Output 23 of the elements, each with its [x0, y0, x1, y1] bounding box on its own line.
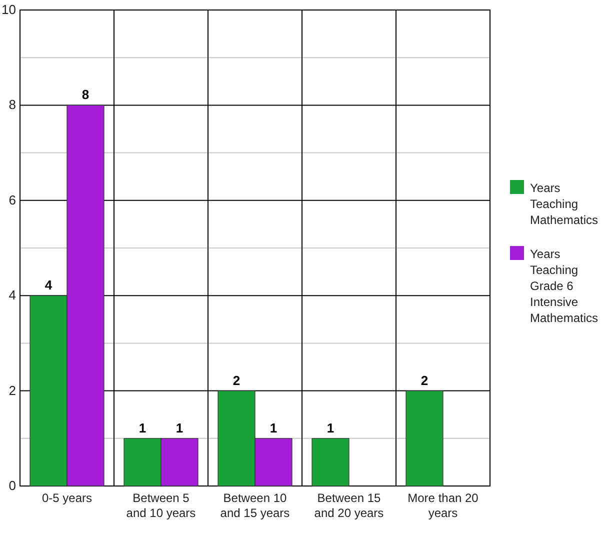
x-tick-label: Between 5 and 10 years — [126, 491, 196, 520]
legend-label: Years Teaching Grade 6 Intensive Mathematics — [530, 247, 598, 325]
data-label: 1 — [138, 420, 146, 436]
data-label: 8 — [82, 87, 90, 102]
bar — [406, 390, 444, 486]
data-label: 1 — [176, 420, 184, 436]
y-tick-label: 0 — [8, 478, 16, 493]
y-tick-label: 4 — [8, 288, 16, 303]
x-tick-label: Between 15 and 20 years — [314, 491, 384, 520]
bar — [312, 438, 350, 486]
data-label: 2 — [420, 372, 428, 388]
data-label: 1 — [326, 420, 334, 436]
data-label: 2 — [232, 372, 240, 388]
data-label: 4 — [44, 278, 53, 293]
x-tick-label: More than 20 years — [408, 491, 479, 520]
y-tick-label: 6 — [8, 192, 16, 208]
x-tick-label: 0-5 years — [42, 491, 92, 505]
data-label: 1 — [270, 420, 278, 436]
legend-label: Years Teaching Mathematics — [530, 181, 598, 227]
x-tick-label: Between 10 and 15 years — [220, 491, 290, 520]
y-tick-label: 2 — [8, 382, 16, 398]
y-tick-label: 8 — [8, 97, 16, 112]
y-tick-label: 10 — [2, 2, 16, 17]
